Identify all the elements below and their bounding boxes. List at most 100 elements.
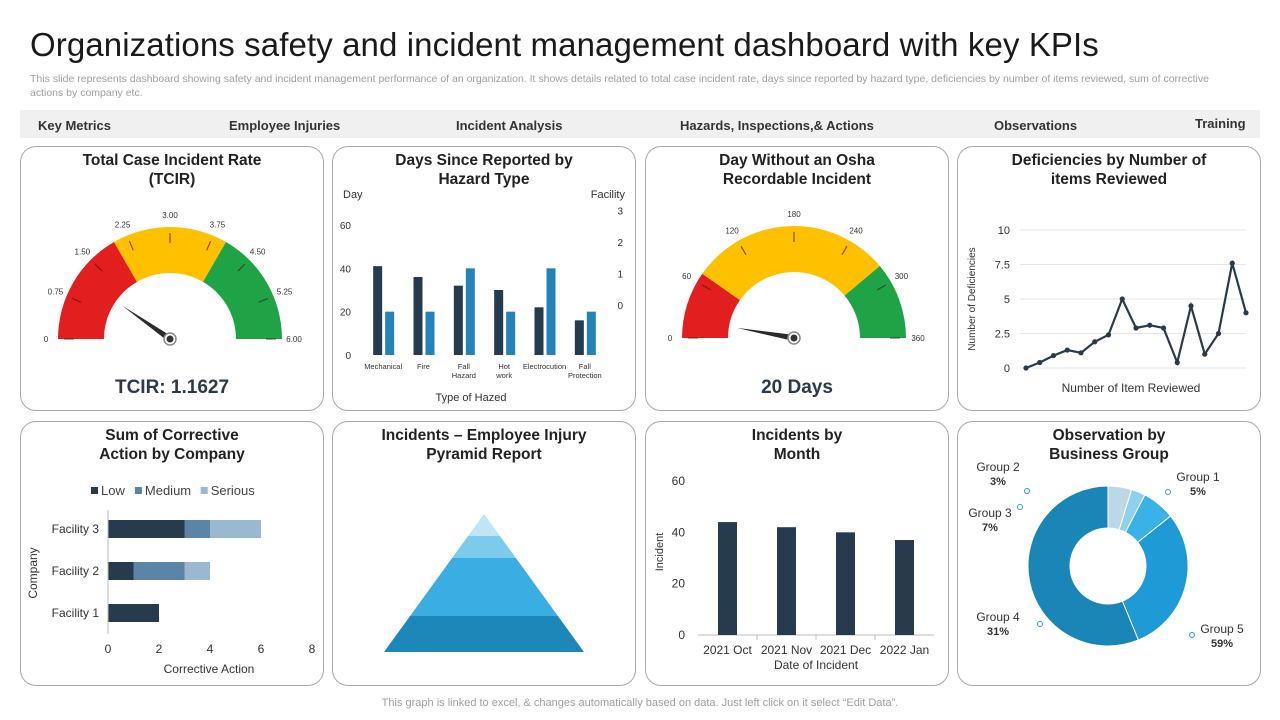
page-title: Organizations safety and incident manage… <box>30 26 1099 63</box>
osha-gauge: 0 60 120 180 240 300 360 <box>668 210 925 345</box>
def-y-tick-0: 0 <box>1004 363 1010 375</box>
def-x-axis-title: Number of Item Reviewed <box>1062 381 1201 395</box>
deficiencies-chart: 0 2.5 5 7.5 10 Number of Deficiencies Number o… <box>967 225 1249 395</box>
corr-bar-1-s1 <box>133 562 185 580</box>
def-point-14 <box>1215 330 1222 337</box>
tcir-tick-label-6: 4.50 <box>250 247 266 256</box>
def-point-2 <box>1050 352 1057 359</box>
def-point-9 <box>1147 322 1153 328</box>
month-category-label-3: 2022 Jan <box>880 643 929 657</box>
corr-x-axis-title: Corrective Action <box>164 662 255 676</box>
hazard-left-tick-1: 20 <box>340 308 352 319</box>
pyramid-level-2 <box>410 558 558 616</box>
month-bar-3 <box>895 540 914 635</box>
month-y-axis-title: Incident <box>654 533 666 572</box>
obs-group-name-1: Group 2 <box>976 460 1020 474</box>
tcir-needle <box>122 305 172 342</box>
month-x-axis-title: Date of Incident <box>774 658 859 672</box>
hazard-left-tick-3: 60 <box>340 221 352 232</box>
page-subtitle: This slide represents dashboard showing … <box>30 73 1209 99</box>
card-pyramid: Incidents – Employee Injury Pyramid Repo… <box>332 421 636 686</box>
corrective-chart: Low Medium Serious Facility 1 Facility 2 Faci… <box>26 483 316 676</box>
obs-slice-3 <box>1121 515 1189 641</box>
tab-key-metrics[interactable]: Key Metrics <box>38 118 111 133</box>
hazard-category-label-1: Fire <box>417 362 430 371</box>
corr-bar-1-s0 <box>108 562 134 580</box>
observation-title: Observation by Business Group <box>1049 427 1169 463</box>
hazard-title: Days Since Reported by Hazard Type <box>395 152 573 188</box>
hazard-category-label-0: Mechanical <box>364 362 402 371</box>
obs-leader-dot-3 <box>1037 621 1043 627</box>
month-y-tick-2: 40 <box>672 525 686 539</box>
hazard-category-label-4: Electrocution <box>523 362 566 371</box>
osha-band-0 <box>682 273 740 338</box>
def-point-12 <box>1188 303 1194 309</box>
hazard-bar-s1-1 <box>425 311 435 355</box>
tcir-tick-label-8: 6.00 <box>286 335 302 344</box>
def-point-1 <box>1037 359 1043 366</box>
hazard-bar-s0-4 <box>534 307 544 355</box>
osha-needle <box>736 327 795 341</box>
tcir-tick-label-2: 1.50 <box>75 247 91 256</box>
osha-tick-label-5: 300 <box>895 272 909 281</box>
tab-training[interactable]: Training <box>1195 116 1246 131</box>
hazard-right-axis-title: Facility <box>591 189 626 201</box>
tcir-tick-mark-3 <box>128 240 134 251</box>
card-hazard: Days Since Reported by Hazard Type Day Fa… <box>332 146 636 411</box>
obs-group-value-4: 59% <box>1211 638 1233 650</box>
corr-x-tick-2: 4 <box>207 642 214 656</box>
tcir-tick-mark-7 <box>258 297 269 303</box>
osha-band-1 <box>702 226 880 301</box>
obs-slice-4 <box>1027 485 1139 647</box>
corr-bar-2-s1 <box>184 520 210 538</box>
hazard-left-tick-0: 0 <box>345 351 351 362</box>
osha-tick-label-3: 180 <box>787 210 801 219</box>
obs-group-value-1: 3% <box>990 476 1006 488</box>
osha-tick-label-4: 240 <box>849 227 863 236</box>
corr-x-tick-1: 2 <box>156 642 163 656</box>
tab-incident-analysis[interactable]: Incident Analysis <box>456 118 563 133</box>
tab-hazards[interactable]: Hazards, Inspections,& Actions <box>680 118 874 133</box>
card-observation: Observation by Business Group Group 1 5% G… <box>957 421 1261 686</box>
corr-x-tick-3: 6 <box>258 642 265 656</box>
osha-value: 20 Days <box>761 377 833 398</box>
tab-employee-injuries[interactable]: Employee Injuries <box>229 118 341 133</box>
tcir-tick-label-4: 3.00 <box>162 211 178 220</box>
obs-group-name-4: Group 5 <box>1200 622 1244 636</box>
hazard-category-label-2: Fall Hazard <box>452 362 476 380</box>
hazard-category-label-3: Hot work <box>495 362 512 380</box>
hazard-left-tick-2: 40 <box>340 264 352 275</box>
footer-note: This graph is linked to excel, & changes… <box>381 697 899 709</box>
def-y-tick-4: 10 <box>998 225 1010 237</box>
osha-tick-label-1: 60 <box>682 272 691 281</box>
month-y-tick-1: 20 <box>672 577 686 591</box>
hazard-left-axis-title: Day <box>343 189 363 201</box>
tab-observations[interactable]: Observations <box>994 118 1078 133</box>
corr-x-tick-4: 8 <box>309 642 316 656</box>
card-osha: Day Without an Osha Recordable Incident … <box>645 146 949 411</box>
def-point-15 <box>1229 260 1235 266</box>
deficiencies-title: Deficiencies by Number of items Reviewed <box>1011 152 1207 188</box>
hazard-bar-s0-0 <box>373 266 383 355</box>
month-bar-0 <box>718 522 737 635</box>
month-y-tick-0: 0 <box>678 628 685 642</box>
osha-tick-mark-5 <box>876 284 887 291</box>
def-point-0 <box>1023 365 1029 371</box>
tcir-tick-mark-1 <box>71 297 82 303</box>
corr-legend-swatch-1 <box>134 487 142 494</box>
hazard-bar-s1-4 <box>546 268 556 355</box>
hazard-bar-s0-3 <box>494 290 504 355</box>
tcir-needle-center <box>166 335 174 343</box>
hazard-x-axis-title: Type of Hazed <box>436 392 507 404</box>
def-point-10 <box>1160 325 1167 331</box>
observation-chart: Group 1 5% Group 2 3% Group 3 7% Group 4 31% Gro… <box>968 460 1244 650</box>
obs-group-name-3: Group 4 <box>976 610 1020 624</box>
monthly-title: Incidents by Month <box>751 427 843 463</box>
hazard-bar-s1-5 <box>586 311 596 355</box>
hazard-bar-s0-2 <box>453 285 463 355</box>
obs-group-name-2: Group 3 <box>968 506 1012 520</box>
month-bar-1 <box>777 527 796 635</box>
osha-tick-label-0: 0 <box>668 334 673 343</box>
hazard-right-tick-2: 2 <box>617 238 623 249</box>
tcir-tick-label-3: 2.25 <box>115 220 131 229</box>
